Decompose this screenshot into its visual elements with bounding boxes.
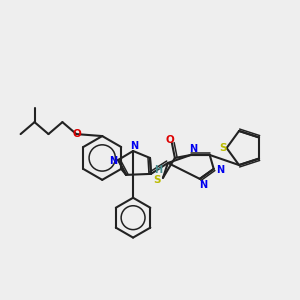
Text: S: S [219, 143, 226, 153]
Text: H: H [154, 165, 162, 175]
Text: N: N [199, 180, 207, 190]
Text: O: O [166, 135, 174, 145]
Text: N: N [189, 144, 197, 154]
Text: N: N [217, 165, 225, 175]
Text: N: N [109, 156, 117, 166]
Text: N: N [130, 141, 138, 151]
Text: O: O [73, 129, 82, 139]
Text: S: S [153, 175, 161, 185]
